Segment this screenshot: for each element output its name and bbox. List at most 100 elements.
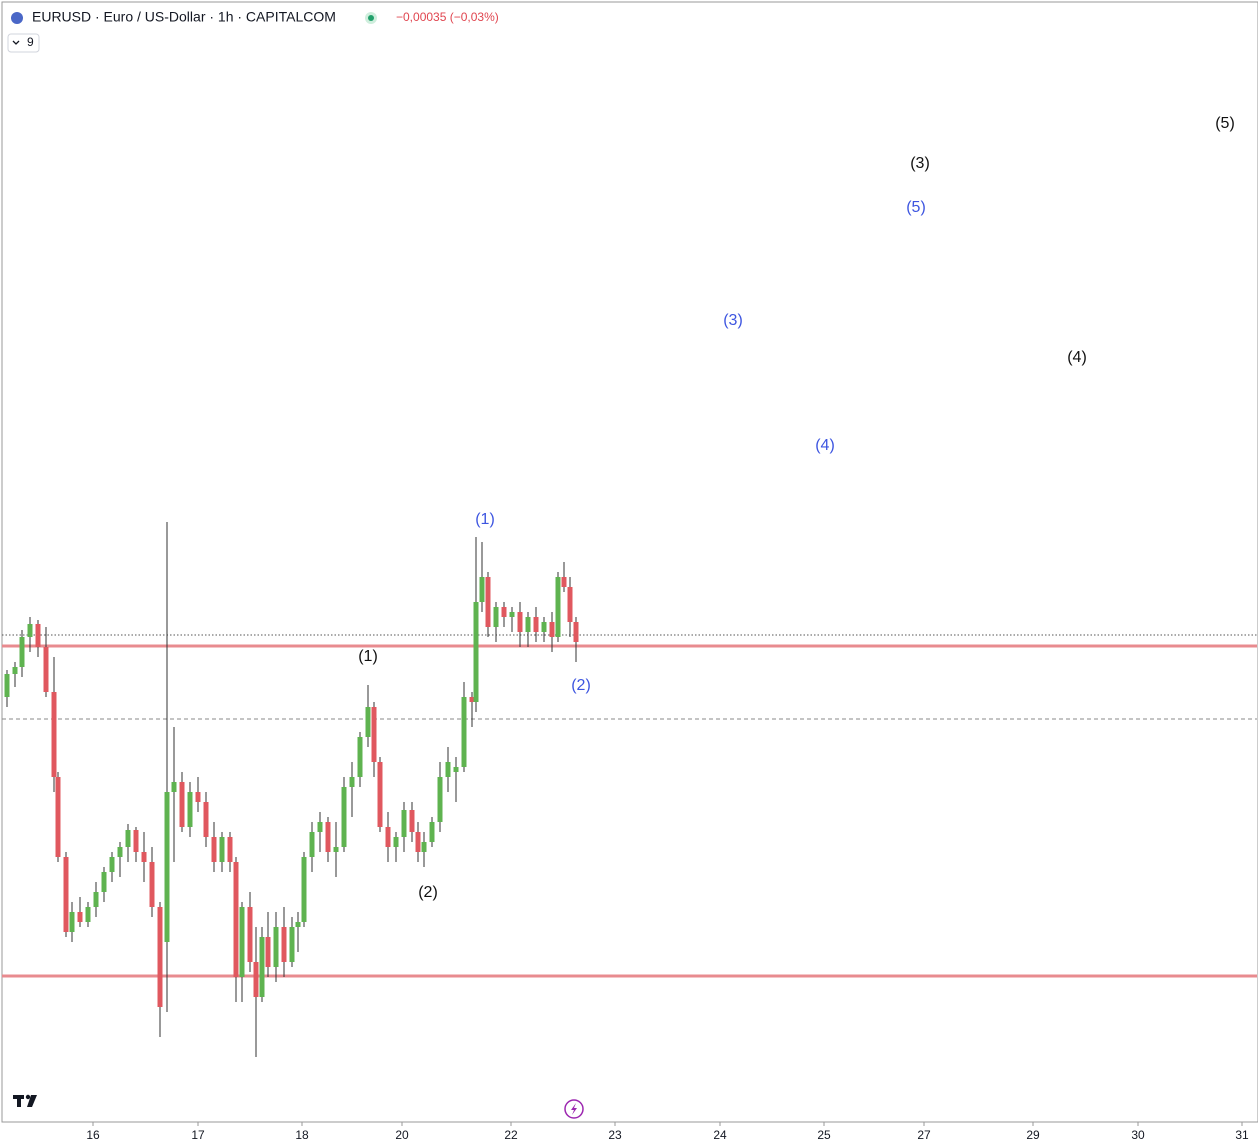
x-tick-label: 18 bbox=[295, 1128, 309, 1142]
x-tick-label: 30 bbox=[1131, 1128, 1145, 1142]
candle-body bbox=[101, 872, 107, 892]
candle-body bbox=[541, 622, 547, 632]
candle-body bbox=[453, 767, 459, 772]
candle-body bbox=[555, 577, 561, 637]
candle-body bbox=[549, 622, 555, 637]
candle-body bbox=[4, 674, 10, 697]
candle-body bbox=[349, 777, 355, 787]
plot-frame bbox=[1, 1, 1258, 1123]
x-tick-label: 23 bbox=[608, 1128, 622, 1142]
wave-label: (5) bbox=[1215, 115, 1235, 132]
candle-body bbox=[93, 892, 99, 907]
candle-body bbox=[301, 857, 307, 922]
candle-body bbox=[51, 692, 57, 777]
candle-body bbox=[573, 622, 579, 642]
x-tick-label: 17 bbox=[191, 1128, 205, 1142]
candle-body bbox=[157, 907, 163, 1007]
candle-body bbox=[479, 577, 485, 602]
wave-label: (4) bbox=[1067, 349, 1087, 366]
candle-body bbox=[317, 822, 323, 832]
candle-body bbox=[393, 837, 399, 847]
candle-body bbox=[533, 617, 539, 632]
candle-body bbox=[341, 787, 347, 847]
candle-body bbox=[179, 782, 185, 827]
candle-body bbox=[485, 577, 491, 627]
wave-label: (3) bbox=[723, 312, 743, 329]
candle-body bbox=[281, 927, 287, 962]
wave-label: (2) bbox=[418, 884, 438, 901]
candle-body bbox=[12, 667, 18, 674]
candle-body bbox=[525, 617, 531, 632]
candle-body bbox=[509, 612, 515, 617]
x-tick-label: 24 bbox=[713, 1128, 727, 1142]
wave-label: (4) bbox=[815, 437, 835, 454]
candle-body bbox=[295, 922, 301, 927]
candle-body bbox=[77, 912, 83, 922]
candle-body bbox=[171, 782, 177, 792]
candle-body bbox=[117, 847, 123, 857]
candle-body bbox=[445, 762, 451, 777]
candle-body bbox=[133, 830, 139, 852]
x-tick-label: 25 bbox=[817, 1128, 831, 1142]
symbol-icon bbox=[11, 12, 23, 24]
status-dot bbox=[368, 15, 374, 21]
candle-body bbox=[109, 857, 115, 872]
x-tick-label: 22 bbox=[504, 1128, 518, 1142]
wave-label: (1) bbox=[475, 511, 495, 528]
candle-body bbox=[69, 912, 75, 932]
candle-body bbox=[333, 847, 339, 852]
wave-label: (2) bbox=[571, 677, 591, 694]
chevron bbox=[12, 40, 20, 45]
indicator-toggle[interactable] bbox=[7, 33, 40, 53]
x-tick-label: 29 bbox=[1026, 1128, 1040, 1142]
candle-body bbox=[187, 792, 193, 827]
candle-body bbox=[401, 810, 407, 837]
candle-body bbox=[203, 802, 209, 837]
candle-body bbox=[429, 822, 435, 842]
candle-body bbox=[195, 792, 201, 802]
candle-body bbox=[233, 862, 239, 977]
candle-body bbox=[493, 607, 499, 627]
candle-body bbox=[27, 624, 33, 637]
candle-body bbox=[141, 852, 147, 862]
candle-body bbox=[219, 837, 225, 862]
candle-body bbox=[289, 927, 295, 962]
candle-body bbox=[273, 927, 279, 967]
indicator-count: 9 bbox=[27, 35, 34, 49]
candle-body bbox=[385, 827, 391, 847]
candle-body bbox=[149, 862, 155, 907]
candle-body bbox=[164, 792, 170, 942]
candle-body bbox=[211, 837, 217, 862]
candle-body bbox=[437, 777, 443, 822]
candle-body bbox=[473, 602, 479, 702]
candle-body bbox=[253, 962, 259, 997]
candle-body bbox=[309, 832, 315, 857]
candle-body bbox=[461, 697, 467, 767]
lightning-button[interactable] bbox=[564, 1099, 584, 1119]
candle-body bbox=[265, 937, 271, 967]
wave-label: (1) bbox=[358, 648, 378, 665]
candle-body bbox=[259, 937, 265, 997]
candle-body bbox=[371, 707, 377, 762]
candle-body bbox=[469, 697, 475, 702]
x-tick-label: 16 bbox=[86, 1128, 100, 1142]
x-tick-label: 20 bbox=[395, 1128, 409, 1142]
candle-body bbox=[377, 762, 383, 827]
x-tick-label: 31 bbox=[1235, 1128, 1249, 1142]
candle-body bbox=[43, 647, 49, 692]
candle-body bbox=[561, 577, 567, 587]
chart-title: EURUSD · Euro / US-Dollar · 1h · CAPITAL… bbox=[32, 9, 336, 25]
candle-body bbox=[409, 810, 415, 832]
tv-logo bbox=[13, 1094, 37, 1107]
candle-body bbox=[357, 737, 363, 777]
x-tick-label: 27 bbox=[917, 1128, 931, 1142]
wave-label: (3) bbox=[910, 155, 930, 172]
candle-body bbox=[567, 587, 573, 622]
candle-body bbox=[85, 907, 91, 922]
candle-body bbox=[125, 830, 131, 847]
candle-body bbox=[63, 857, 69, 932]
price-change: −0,00035 (−0,03%) bbox=[396, 10, 499, 24]
candle-body bbox=[19, 637, 25, 667]
candle-body bbox=[365, 707, 371, 737]
